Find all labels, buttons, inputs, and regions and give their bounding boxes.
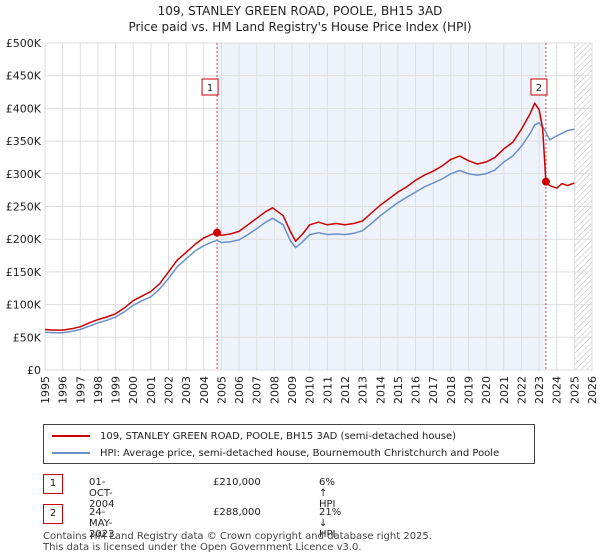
x-tick-label: 2008 (268, 376, 281, 404)
legend-label-property: 109, STANLEY GREEN ROAD, POOLE, BH15 3AD… (100, 430, 457, 442)
transaction-badge: 2 (43, 504, 63, 524)
x-tick-label: 2019 (462, 376, 475, 404)
x-tick-label: 2003 (180, 376, 193, 404)
sale-point (541, 177, 550, 186)
footer-line-1: Contains HM Land Registry data © Crown c… (43, 531, 432, 542)
y-tick-label: £450K (6, 70, 42, 83)
y-tick-label: £0 (27, 364, 41, 377)
y-tick-label: £150K (6, 266, 42, 279)
x-tick-label: 2016 (410, 376, 423, 404)
x-tick-label: 2017 (427, 376, 440, 404)
transaction-price: £210,000 (213, 477, 261, 488)
annotation-label: 2 (536, 83, 542, 94)
x-tick-label: 2005 (215, 376, 228, 404)
legend-label-hpi: HPI: Average price, semi-detached house,… (100, 447, 500, 459)
transaction-hpi-diff: 6% ↑ HPI (319, 477, 336, 510)
transaction-badge: 1 (43, 474, 63, 494)
legend-swatch-hpi (52, 452, 90, 454)
annotation-label: 1 (207, 83, 213, 94)
x-tick-label: 2012 (339, 376, 352, 404)
x-tick-label: 2000 (127, 376, 140, 404)
x-tick-label: 2009 (286, 376, 299, 404)
hpi-line (44, 122, 575, 334)
x-tick-label: 2022 (515, 376, 528, 404)
y-tick-label: £350K (6, 135, 42, 148)
sale-point (213, 228, 222, 237)
x-tick-label: 2001 (145, 376, 158, 404)
x-tick-label: 1997 (74, 376, 87, 404)
x-tick-label: 2002 (163, 376, 176, 404)
transaction-price: £288,000 (213, 507, 261, 518)
x-tick-label: 2026 (586, 376, 599, 404)
x-tick-label: 2024 (551, 376, 564, 404)
y-tick-label: £300K (6, 168, 42, 181)
x-tick-label: 2014 (374, 376, 387, 404)
x-tick-label: 2006 (233, 376, 246, 404)
chart-subtitle: Price paid vs. HM Land Registry's House … (128, 20, 472, 34)
y-tick-label: £500K (6, 37, 42, 50)
y-tick-label: £250K (6, 201, 42, 214)
transaction-hpi-diff: 21% ↓ HPI (319, 507, 342, 540)
x-tick-label: 2023 (533, 376, 546, 404)
x-tick-label: 2013 (357, 376, 370, 404)
price-chart: £0 £50K £100K £150K £200K £250K £300K £350K £400… (6, 37, 599, 404)
legend-item-property: 109, STANLEY GREEN ROAD, POOLE, BH15 3AD… (52, 428, 456, 444)
x-tick-label: 1998 (92, 376, 105, 404)
footer-line-2: This data is licensed under the Open Gov… (43, 542, 362, 553)
x-tick-label: 1996 (57, 376, 70, 404)
x-tick-label: 2007 (251, 376, 264, 404)
x-tick-label: 2018 (445, 376, 458, 404)
legend-swatch-property (52, 435, 90, 437)
transaction-date: 24-MAY-2023 (89, 507, 115, 540)
annotation-box (530, 78, 548, 96)
x-tick-label: 2011 (321, 376, 334, 404)
annotation-box (201, 78, 219, 96)
x-tick-label: 1999 (110, 376, 123, 404)
y-tick-label: £50K (13, 331, 42, 344)
transaction-date: 01-OCT-2004 (89, 477, 115, 510)
x-tick-label: 2004 (198, 376, 211, 404)
y-tick-label: £100K (6, 299, 42, 312)
x-tick-label: 1995 (39, 376, 52, 404)
x-tick-label: 2010 (304, 376, 317, 404)
footer-note: Contains HM Land Registry data © Crown c… (43, 531, 432, 553)
legend: 109, STANLEY GREEN ROAD, POOLE, BH15 3AD… (43, 424, 535, 464)
y-tick-label: £200K (6, 233, 42, 246)
x-tick-label: 2020 (480, 376, 493, 404)
y-tick-label: £400K (6, 102, 42, 115)
property-price-line (44, 102, 575, 331)
chart-title: 109, STANLEY GREEN ROAD, POOLE, BH15 3AD (157, 4, 443, 18)
legend-item-hpi: HPI: Average price, semi-detached house,… (52, 445, 499, 461)
x-tick-label: 2025 (568, 376, 581, 404)
x-tick-label: 2021 (498, 376, 511, 404)
x-tick-label: 2015 (392, 376, 405, 404)
